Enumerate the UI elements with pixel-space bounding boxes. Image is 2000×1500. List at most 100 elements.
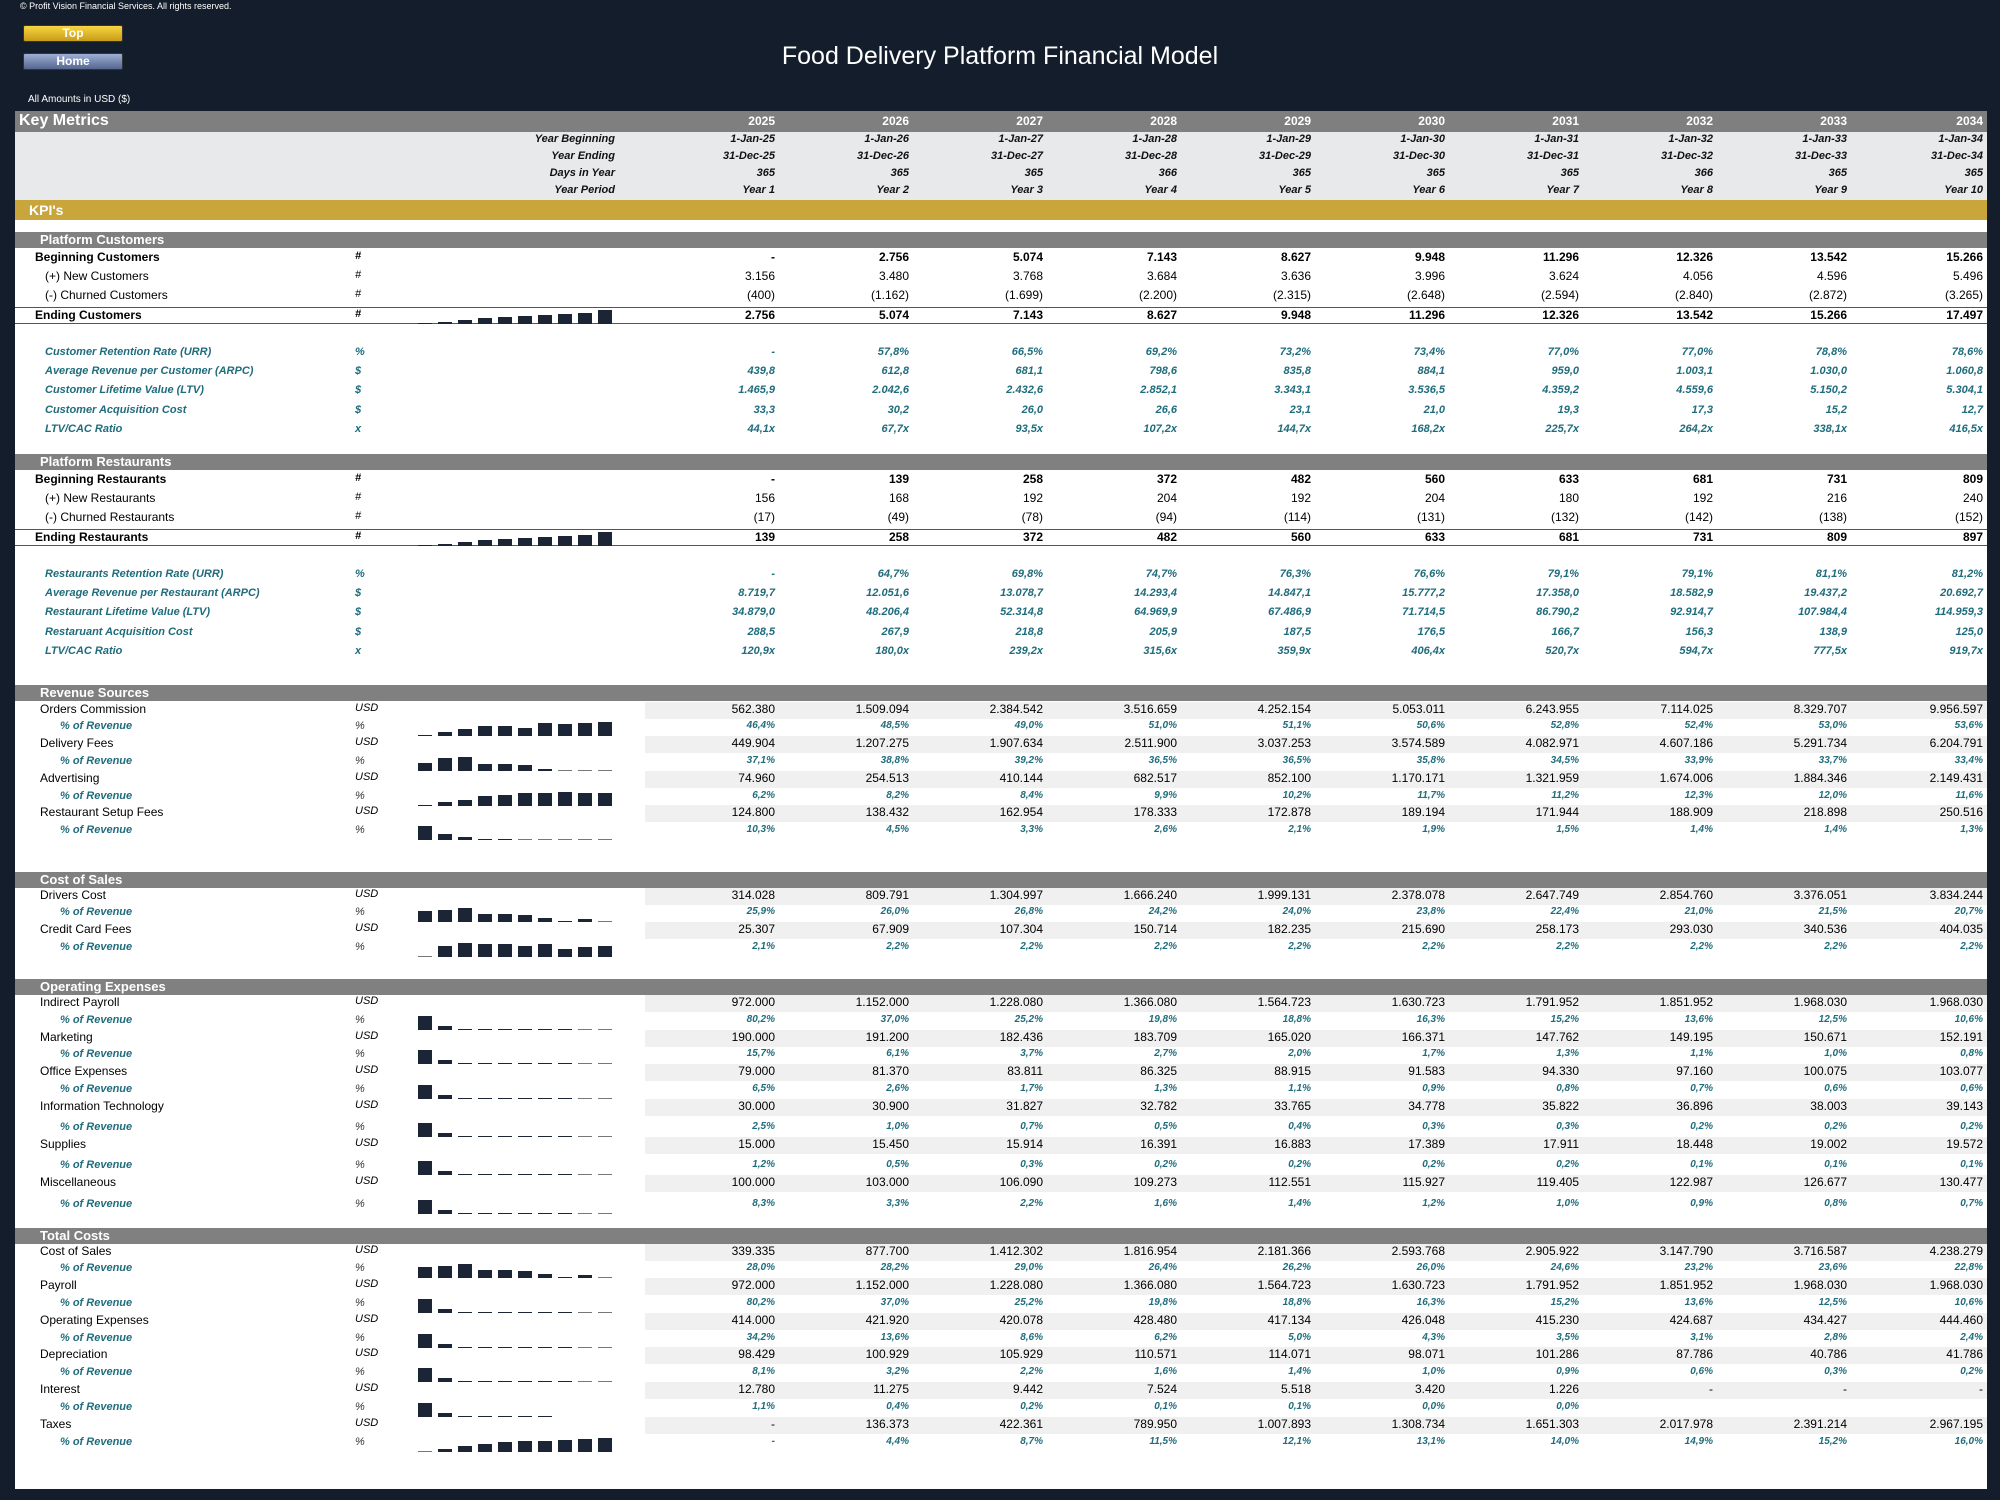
copyright-text: © Profit Vision Financial Services. All … <box>20 1 232 11</box>
value-cell: (142) <box>1684 510 1713 524</box>
value-cell: 3,2% <box>886 1366 909 1377</box>
value-cell: 106.090 <box>999 1175 1043 1189</box>
value-cell: 19,8% <box>1148 1014 1177 1025</box>
value-cell: 267,9 <box>881 626 909 638</box>
row-unit: USD <box>355 1175 379 1187</box>
value-cell: 2,2% <box>1422 941 1445 952</box>
value-cell: 8,1% <box>752 1366 775 1377</box>
value-cell: 315,6x <box>1143 645 1177 657</box>
value-cell: 3,5% <box>1556 1332 1579 1343</box>
period-cell: Year 9 <box>1814 184 1847 196</box>
sparkline-bar <box>418 1050 432 1064</box>
sparkline-bar <box>478 796 492 806</box>
value-cell: 11.296 <box>1408 308 1445 322</box>
row-shading <box>645 995 1987 1012</box>
value-cell: 8.719,7 <box>738 587 775 599</box>
table-row: Credit Card Fees USD 25.307 67.909 107.304 15… <box>15 922 1987 939</box>
value-cell: 204 <box>1424 491 1445 505</box>
value-cell: 777,5x <box>1813 645 1847 657</box>
value-cell: 0,2% <box>1422 1159 1445 1170</box>
value-cell: 3.716.587 <box>1793 1244 1847 1258</box>
value-cell: 13,6% <box>1684 1297 1713 1308</box>
value-cell: 594,7x <box>1679 645 1713 657</box>
sparkline-bar <box>538 723 552 736</box>
row-label: % of Revenue <box>60 790 133 802</box>
table-row: Miscellaneous USD 100.000 103.000 106.090 109… <box>15 1175 1987 1192</box>
row-label: % of Revenue <box>60 1366 133 1378</box>
value-cell: 176,5 <box>1417 626 1445 638</box>
period-cell: 365 <box>1292 167 1311 179</box>
value-cell: 0,1% <box>1154 1401 1177 1412</box>
value-cell: 81,1% <box>1815 568 1847 580</box>
sparkline-bar <box>518 1312 532 1313</box>
sparkline-bar <box>538 944 552 957</box>
value-cell: 919,7x <box>1949 645 1983 657</box>
top-button[interactable]: Top <box>23 25 123 42</box>
value-cell: 1.366.080 <box>1123 995 1177 1009</box>
value-cell: - <box>771 472 775 486</box>
row-shading <box>645 771 1987 788</box>
table-row: % of Revenue% 2,5% 1,0% 0,7% 0,5% 0,4% 0,3% 0,3… <box>15 1121 1987 1138</box>
row-unit: USD <box>355 1417 379 1429</box>
sparkline-bar <box>438 1210 452 1214</box>
value-cell: 1,5% <box>1556 824 1579 835</box>
row-label: (-) Churned Restaurants <box>45 510 175 524</box>
period-cell: 1-Jan-25 <box>730 133 775 145</box>
row-label: Restaruant Acquisition Cost <box>45 626 193 638</box>
table-row: Advertising USD 74.960 254.513 410.144 682.51… <box>15 771 1987 788</box>
value-cell: 17.358,0 <box>1536 587 1579 599</box>
sparkline-bar <box>418 735 432 736</box>
value-cell: 1.226 <box>1548 1382 1579 1396</box>
table-row: % of Revenue% 80,2% 37,0% 25,2% 19,8% 18,8% 16… <box>15 1014 1987 1031</box>
value-cell: 4,4% <box>886 1436 909 1447</box>
sparkline-bar <box>538 918 552 922</box>
sparkline-bar <box>438 1060 452 1064</box>
value-cell: 3.536,5 <box>1408 384 1445 396</box>
value-cell: 0,4% <box>1288 1121 1311 1132</box>
sparkline <box>418 1015 628 1030</box>
value-cell: 339.335 <box>731 1244 775 1258</box>
value-cell: 789.950 <box>1133 1417 1177 1431</box>
value-cell: 73,4% <box>1413 346 1445 358</box>
sparkline-bar <box>578 793 592 806</box>
table-row: (+) New Restaurants #156 168 192 204 192 204 18… <box>15 491 1987 508</box>
period-row-label: Year Beginning <box>534 133 615 145</box>
home-button[interactable]: Home <box>23 53 123 70</box>
value-cell: 1.366.080 <box>1123 1278 1177 1292</box>
sparkline-bar <box>578 1439 592 1452</box>
value-cell: 359,9x <box>1277 645 1311 657</box>
value-cell: 25,2% <box>1014 1014 1043 1025</box>
row-label: Average Revenue per Customer (ARPC) <box>45 365 254 377</box>
sparkline <box>418 825 628 840</box>
sparkline-bar <box>558 1098 572 1099</box>
table-row: Orders Commission USD 562.380 1.509.094 2.38… <box>15 702 1987 719</box>
row-unit: % <box>355 1048 365 1060</box>
sparkline <box>418 531 628 546</box>
value-cell: 33,3 <box>753 404 775 416</box>
period-row: Year Period Year 1 Year 2 Year 3 Year 4 Year … <box>15 184 1987 201</box>
value-cell: 218,8 <box>1015 626 1043 638</box>
sparkline-bar <box>458 757 472 771</box>
value-cell: 48.206,4 <box>866 606 909 618</box>
value-cell: 6,2% <box>1154 1332 1177 1343</box>
sparkline-bar <box>438 802 452 806</box>
table-row: % of Revenue% 2,1% 2,2% 2,2% 2,2% 2,2% 2,2% 2,2… <box>15 941 1987 958</box>
value-cell: 16,3% <box>1416 1297 1445 1308</box>
sparkline-bar <box>518 538 532 546</box>
value-cell: 0,7% <box>1690 1083 1713 1094</box>
sparkline-bar <box>458 837 472 840</box>
sparkline <box>418 1084 628 1099</box>
value-cell: 3.156 <box>744 269 775 283</box>
value-cell: 0,5% <box>886 1159 909 1170</box>
value-cell: 92.914,7 <box>1670 606 1713 618</box>
row-unit: x <box>355 645 362 657</box>
value-cell: 67.486,9 <box>1268 606 1311 618</box>
value-cell: 1,4% <box>1690 824 1713 835</box>
value-cell: 1,4% <box>1288 1366 1311 1377</box>
sparkline-bar <box>458 729 472 736</box>
sparkline-bar <box>538 1312 552 1313</box>
value-cell: 115.927 <box>1402 1175 1446 1189</box>
value-cell: 1,3% <box>1154 1083 1177 1094</box>
value-cell: 144,7x <box>1277 423 1311 435</box>
sparkline-bar <box>438 1171 452 1175</box>
